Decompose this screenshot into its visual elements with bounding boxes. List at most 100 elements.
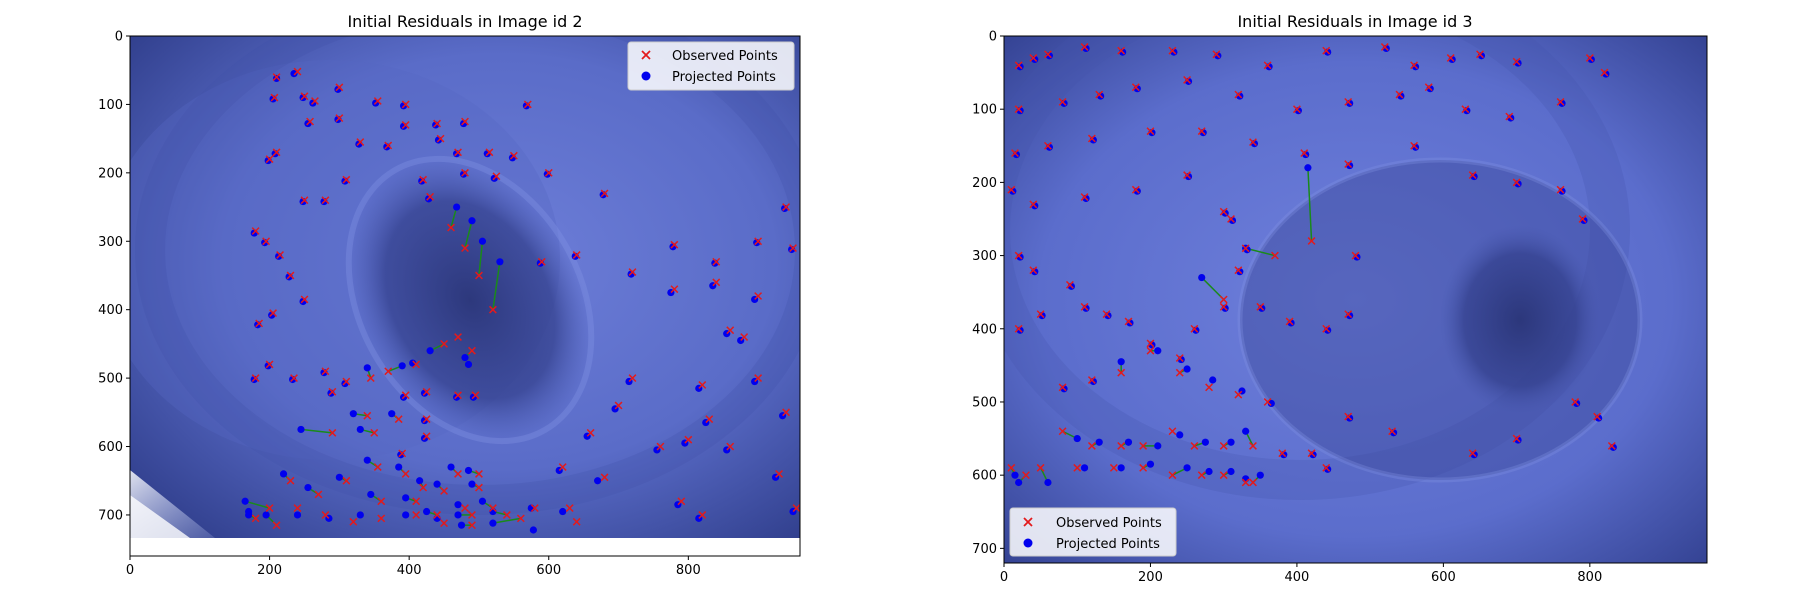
- y-tick-label: 0: [989, 30, 997, 45]
- observed-point: [1344, 160, 1353, 169]
- projected-point: [356, 425, 364, 434]
- y-tick-label: 500: [98, 372, 123, 387]
- projected-point: [478, 237, 487, 245]
- observed-point: [422, 432, 431, 441]
- observed-point: [300, 196, 309, 205]
- observed-point: [1022, 471, 1030, 480]
- observed-point: [311, 97, 319, 105]
- projected-point: [367, 490, 375, 499]
- residual-line: [244, 500, 270, 509]
- x-tick-label: 400: [397, 563, 422, 578]
- projected-point: [1176, 431, 1184, 439]
- observed-point: [1234, 266, 1243, 275]
- legend-observed-marker: [641, 50, 651, 60]
- observed-point: [677, 497, 686, 506]
- projected-point: [409, 359, 417, 367]
- observed-point: [1183, 171, 1192, 179]
- observed-point: [251, 514, 260, 523]
- legend-observed-label: Observed Points: [672, 49, 778, 64]
- residual-line: [464, 220, 473, 249]
- observed-point: [1344, 310, 1353, 319]
- observed-point: [1322, 463, 1331, 472]
- observed-point: [433, 511, 442, 519]
- projected-point: [1304, 164, 1312, 172]
- observed-point: [1080, 302, 1089, 311]
- observed-point: [1607, 441, 1616, 450]
- projected-point: [1205, 467, 1213, 476]
- projected-point: [457, 521, 466, 529]
- projected-point: [1227, 438, 1235, 446]
- y-tick-label: 400: [972, 322, 997, 337]
- observed-point: [412, 360, 421, 369]
- observed-point: [1029, 200, 1038, 209]
- y-tick-label: 200: [98, 166, 123, 181]
- observed-point: [265, 155, 274, 164]
- chart-left-legend: Observed Points Projected Points: [627, 41, 795, 91]
- y-tick-label: 200: [972, 176, 997, 191]
- chart-left-background-image: [130, 36, 800, 556]
- projected-point: [241, 497, 249, 505]
- observed-point: [290, 374, 298, 383]
- observed-point: [255, 319, 264, 328]
- projected-point: [1256, 471, 1264, 479]
- observed-point: [1307, 237, 1316, 245]
- observed-point: [488, 504, 497, 513]
- observed-point: [586, 428, 595, 437]
- y-tick-label: 300: [98, 235, 123, 250]
- observed-point: [1007, 185, 1016, 194]
- observed-point: [1256, 302, 1265, 311]
- observed-point: [335, 114, 344, 123]
- projected-point: [1011, 471, 1019, 479]
- observed-point: [684, 435, 693, 444]
- projected-point: [529, 526, 537, 534]
- projected-point: [433, 480, 441, 488]
- projected-point: [1242, 427, 1250, 435]
- projected-point: [468, 480, 476, 488]
- observed-point: [726, 326, 735, 335]
- observed-point: [1029, 266, 1038, 275]
- observed-point: [1512, 178, 1521, 187]
- observed-point: [1109, 463, 1118, 472]
- x-tick-label: 800: [1577, 570, 1602, 585]
- observed-point: [1344, 97, 1353, 106]
- observed-point: [1014, 61, 1023, 70]
- observed-point: [488, 305, 497, 314]
- observed-point: [328, 387, 337, 396]
- observed-point: [565, 504, 574, 513]
- projected-point: [304, 483, 312, 492]
- observed-point: [485, 148, 494, 157]
- chart-left-title: Initial Residuals in Image id 2: [347, 12, 582, 31]
- projected-point: [1146, 460, 1155, 468]
- observed-point: [600, 189, 609, 198]
- observed-point: [1080, 43, 1089, 51]
- observed-point: [306, 117, 314, 126]
- observed-point: [1029, 54, 1038, 62]
- observed-point: [754, 292, 763, 300]
- observed-point: [1219, 471, 1228, 480]
- observed-point: [454, 148, 462, 157]
- observed-point: [544, 168, 553, 177]
- observed-point: [1080, 193, 1089, 201]
- observed-point: [272, 73, 281, 81]
- projected-point: [293, 511, 302, 519]
- y-tick-label: 700: [98, 508, 123, 523]
- observed-point: [1014, 324, 1023, 333]
- observed-point: [1307, 449, 1316, 458]
- observed-point: [754, 237, 763, 246]
- observed-point: [300, 92, 309, 101]
- observed-point: [328, 428, 337, 437]
- observed-point: [537, 257, 546, 266]
- projected-point: [402, 511, 410, 519]
- projected-point: [426, 347, 434, 355]
- projected-point: [468, 217, 476, 225]
- x-tick-label: 800: [676, 563, 701, 578]
- projected-point: [1198, 273, 1206, 282]
- projected-point: [1117, 358, 1125, 366]
- observed-point: [398, 449, 407, 458]
- observed-point: [1117, 441, 1126, 450]
- observed-point: [251, 227, 260, 235]
- projected-point: [1242, 475, 1250, 483]
- projected-point: [1183, 464, 1191, 472]
- observed-point: [461, 504, 469, 513]
- x-tick-label: 200: [257, 563, 282, 578]
